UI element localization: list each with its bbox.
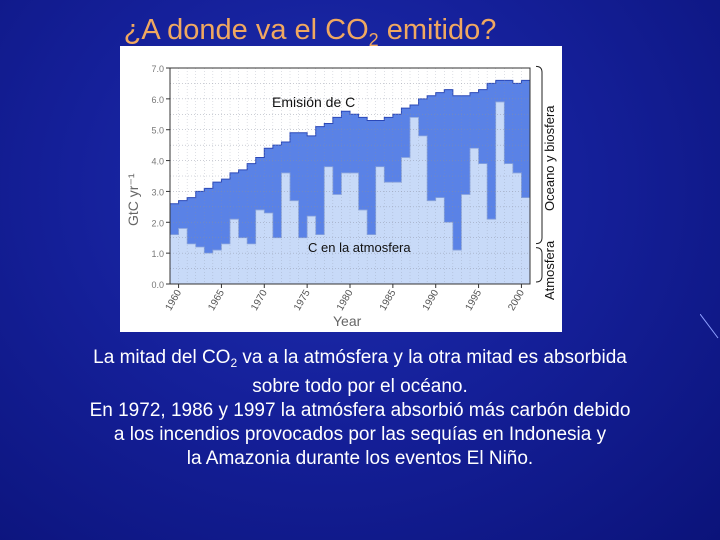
decorative-line <box>700 314 719 339</box>
caption-line-2: sobre todo por el océano. <box>252 376 468 397</box>
y-tick-label: 3.0 <box>151 187 164 197</box>
y-tick-label: 1.0 <box>151 249 164 259</box>
x-tick-label: 1985 <box>378 288 399 313</box>
bracket-ocean <box>535 65 543 245</box>
co2-chart: 0.0 1.0 2.0 3.0 4.0 5.0 6.0 7.0 1960 1965 1970 1975… <box>125 64 557 329</box>
bracket-atmosphere <box>535 247 543 283</box>
slide-caption: La mitad del CO2 va a la atmósfera y la … <box>20 346 700 471</box>
x-tick-label: 1995 <box>464 288 485 313</box>
y-tick-label: 6.0 <box>151 95 164 105</box>
x-tick-label: 1990 <box>421 288 442 313</box>
caption-line-5: la Amazonia durante los eventos El Niño. <box>186 448 534 469</box>
x-tick-label: 1980 <box>335 288 356 313</box>
y-axis-label: GtC yr⁻¹ <box>125 173 141 226</box>
emission-annotation: Emisión de C <box>272 94 355 110</box>
x-tick-label: 1965 <box>206 288 227 313</box>
x-tick-label: 2000 <box>506 288 527 313</box>
atmosphere-area-series <box>169 101 531 285</box>
x-tick-label: 1975 <box>292 288 313 313</box>
caption-line-1: La mitad del CO2 va a la atmósfera y la … <box>93 347 627 370</box>
x-tick-label: 1970 <box>249 288 270 313</box>
y-tick-label: 7.0 <box>151 64 164 74</box>
caption-line-4: a los incendios provocados por las sequí… <box>113 424 607 445</box>
slide-title: ¿A donde va el CO2 emitido? <box>123 14 497 50</box>
bracket-ocean-label: Oceano y biosfera <box>542 105 557 211</box>
co2-chart-figure: 0.0 1.0 2.0 3.0 4.0 5.0 6.0 7.0 1960 1965 1970 1975… <box>120 46 562 332</box>
x-axis-label: Year <box>333 313 362 329</box>
x-tick-label: 1960 <box>164 288 185 313</box>
atmosphere-annotation: C en la atmosfera <box>308 240 411 255</box>
caption-line-3: En 1972, 1986 y 1997 la atmósfera absorb… <box>89 400 631 421</box>
y-tick-label: 0.0 <box>151 280 164 290</box>
y-tick-label: 4.0 <box>151 157 164 167</box>
y-tick-label: 5.0 <box>151 126 164 136</box>
y-tick-label: 2.0 <box>151 218 164 228</box>
bracket-atmosphere-label: Atmosfera <box>542 240 557 300</box>
